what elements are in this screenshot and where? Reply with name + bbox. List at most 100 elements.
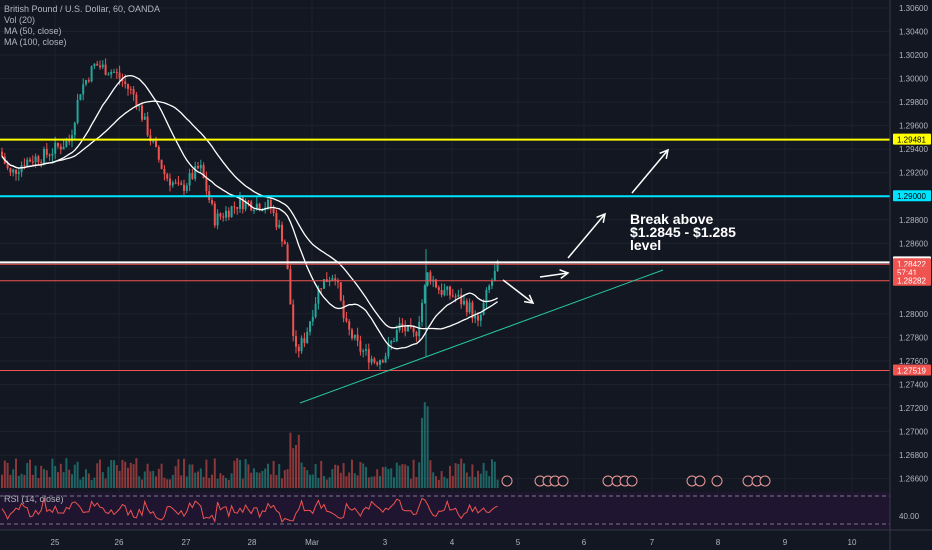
candle-body bbox=[345, 318, 348, 322]
candle-body bbox=[68, 140, 71, 142]
candle-body bbox=[31, 161, 34, 163]
arrow-up-1-head bbox=[596, 212, 607, 223]
candle-body bbox=[73, 122, 76, 136]
candle-body bbox=[491, 281, 493, 286]
chart-grid bbox=[0, 0, 890, 530]
volume-bar bbox=[250, 472, 253, 488]
volume-bar bbox=[68, 469, 71, 488]
volume-bar bbox=[320, 460, 323, 488]
volume-bar bbox=[65, 458, 68, 488]
volume-bar bbox=[454, 463, 457, 488]
candle-body bbox=[267, 199, 269, 208]
time-tick-label: 27 bbox=[182, 538, 191, 547]
candle-body bbox=[295, 335, 297, 347]
ma100-legend[interactable]: MA (100, close) bbox=[4, 37, 67, 47]
candle-body bbox=[205, 177, 208, 192]
candle-body bbox=[236, 207, 239, 209]
volume-bar bbox=[407, 465, 409, 488]
candle-body bbox=[104, 64, 107, 75]
volume-bar bbox=[381, 467, 384, 488]
event-markers bbox=[501, 475, 771, 487]
candle-body bbox=[418, 321, 421, 337]
candle-body bbox=[96, 63, 99, 66]
candle-body bbox=[233, 206, 236, 208]
ma50-legend[interactable]: MA (50, close) bbox=[4, 26, 62, 36]
candle-body bbox=[376, 362, 379, 365]
volume-bar bbox=[40, 465, 43, 488]
candle-body bbox=[185, 185, 188, 191]
price-tick-label: 1.28000 bbox=[899, 310, 928, 319]
volume-bar bbox=[493, 461, 496, 488]
candle-body bbox=[90, 66, 93, 82]
volume-bar bbox=[96, 463, 99, 488]
candle-body bbox=[65, 140, 68, 147]
volume-bar bbox=[230, 473, 233, 488]
volume-bar bbox=[281, 478, 283, 488]
candle-body bbox=[241, 197, 244, 210]
arrow-down bbox=[502, 279, 534, 304]
candle-body bbox=[174, 182, 177, 184]
volume-bar bbox=[269, 474, 272, 488]
volume-bar bbox=[45, 470, 48, 488]
candle-body bbox=[163, 168, 166, 175]
price-tick-label: 1.27000 bbox=[899, 428, 928, 437]
candle-body bbox=[328, 280, 331, 283]
candle-body bbox=[429, 272, 432, 282]
volume-bar bbox=[99, 459, 101, 488]
volume-bar bbox=[423, 402, 426, 488]
volume-bar bbox=[339, 472, 342, 488]
price-tag-label: 1.28422 bbox=[897, 260, 926, 269]
volume-bar bbox=[183, 458, 185, 488]
candle-body bbox=[362, 350, 365, 352]
candle-body bbox=[440, 290, 443, 295]
volume-bar bbox=[471, 464, 474, 488]
volume-bar bbox=[236, 458, 239, 488]
volume-bar bbox=[6, 462, 9, 488]
volume-bar bbox=[188, 464, 191, 488]
candle-body bbox=[29, 159, 31, 162]
candle-body bbox=[59, 146, 62, 150]
price-tag-label: 1.29481 bbox=[897, 136, 926, 145]
price-tag bbox=[893, 274, 931, 286]
candle-body bbox=[132, 89, 135, 95]
trend-line bbox=[299, 269, 664, 404]
candle-body bbox=[113, 71, 115, 73]
candle-body bbox=[306, 331, 309, 344]
chart-legend: British Pound / U.S. Dollar, 60, OANDA V… bbox=[4, 4, 160, 48]
volume-bar bbox=[43, 469, 45, 488]
volume-bar bbox=[401, 464, 404, 488]
candle-body bbox=[26, 159, 29, 167]
volume-bar bbox=[409, 478, 412, 488]
rsi-legend[interactable]: RSI (14, close) bbox=[4, 494, 64, 504]
candle-body bbox=[177, 182, 180, 184]
volume-bar bbox=[152, 470, 155, 488]
candle-body bbox=[423, 285, 426, 303]
candle-body bbox=[194, 165, 197, 179]
volume-bar bbox=[482, 462, 485, 488]
candle-body bbox=[171, 182, 174, 186]
candle-body bbox=[460, 294, 463, 305]
volume-legend[interactable]: Vol (20) bbox=[4, 15, 36, 25]
price-tick-label: 1.28800 bbox=[899, 216, 928, 225]
candle-body bbox=[6, 163, 9, 169]
arrow-up-2-head bbox=[659, 148, 670, 159]
volume-bar bbox=[426, 406, 429, 488]
candle-body bbox=[57, 142, 59, 147]
price-tick-label: 1.30400 bbox=[899, 28, 928, 37]
volume-bar bbox=[325, 479, 328, 488]
candle-body bbox=[496, 261, 499, 272]
volume-bar bbox=[143, 471, 146, 488]
candle-body bbox=[211, 200, 213, 204]
volume-bar bbox=[174, 466, 177, 488]
candle-body bbox=[477, 315, 479, 321]
candle-body bbox=[43, 148, 45, 163]
symbol-title[interactable]: British Pound / U.S. Dollar, 60, OANDA bbox=[4, 4, 161, 14]
candle-body bbox=[141, 105, 143, 120]
volume-bar bbox=[177, 459, 180, 488]
volume-bar bbox=[390, 468, 393, 488]
candle-body bbox=[183, 184, 185, 191]
volume-bar bbox=[23, 474, 26, 488]
annotation-text[interactable]: Break above $1.2845 - $1.285 level bbox=[630, 212, 736, 252]
candle-body bbox=[12, 169, 15, 173]
